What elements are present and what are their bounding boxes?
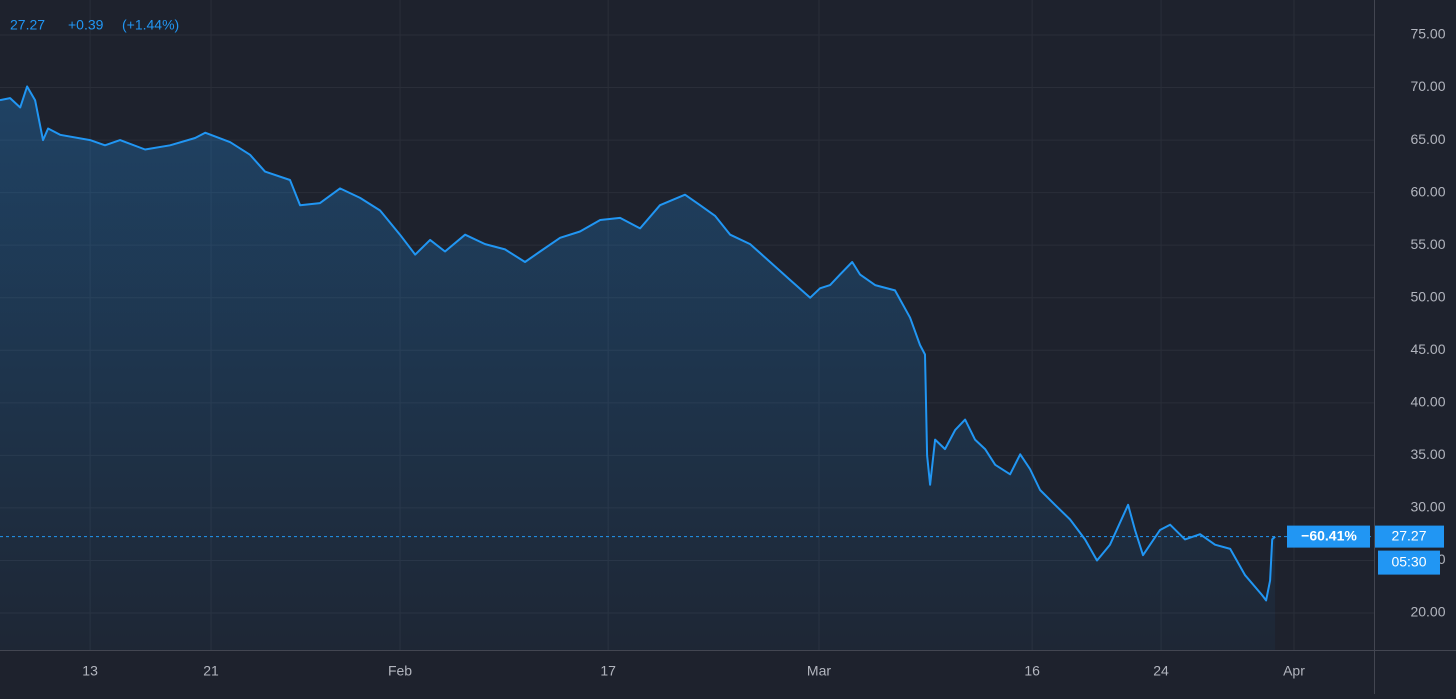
price-line [0,85,1276,602]
y-tick-label: 55.00 [1410,236,1445,252]
last-price-box [1375,525,1444,548]
x-tick-label: Apr [1283,663,1305,679]
countdown-box [1378,550,1440,575]
y-tick-label: 30.00 [1410,499,1445,515]
y-tick-label: 40.00 [1410,394,1445,410]
countdown-label: 05:30 [1391,553,1426,569]
y-tick-label: 65.00 [1410,131,1445,147]
y-tick-label: 60.00 [1410,183,1445,199]
header-change-pct: (+1.44%) [122,17,179,33]
x-tick-label: 16 [1024,663,1040,679]
x-tick-label: 24 [1153,663,1169,679]
last-price-label: 27.27 [1391,527,1426,543]
y-tick-label: 45.00 [1410,341,1445,357]
header-change: +0.39 [68,17,104,33]
y-tick-label: 20.00 [1410,604,1445,620]
y-tick-label: 75.00 [1410,26,1445,42]
x-tick-label: 21 [203,663,219,679]
x-tick-label: 17 [600,663,616,679]
header-price: 27.27 [10,17,45,33]
y-tick-label: 35.00 [1410,446,1445,462]
y-tick-label: 70.00 [1410,78,1445,94]
x-tick-label: Mar [807,663,831,679]
y-tick-label: 50.00 [1410,288,1445,304]
x-tick-label: Feb [388,663,412,679]
change-label: −60.41% [1301,527,1357,543]
x-tick-label: 13 [82,663,98,679]
area-fill [0,86,1276,650]
change-label-box [1287,525,1370,548]
